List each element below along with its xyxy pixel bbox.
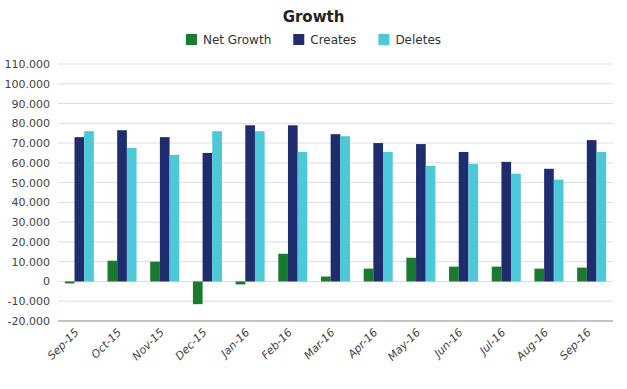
x-tick-label: Nov-15	[130, 326, 167, 363]
bar	[449, 267, 459, 282]
bar	[193, 281, 203, 304]
bar	[492, 267, 502, 282]
bar	[406, 258, 416, 282]
x-tick-label: Sep-15	[45, 326, 82, 363]
chart-container: Growth -20.000 -10.000 0 10.000 20.000 30.000 4…	[0, 0, 627, 389]
bar	[511, 174, 521, 282]
bars	[65, 125, 606, 304]
x-tick-label: Mar-16	[301, 326, 337, 362]
bar	[596, 152, 606, 281]
bar-series	[75, 125, 597, 281]
x-tick-label: Oct-15	[89, 326, 124, 361]
bar	[364, 269, 374, 282]
y-tick-label: 80.000	[12, 117, 51, 130]
bar	[577, 268, 587, 282]
bar	[554, 180, 564, 282]
bar	[426, 166, 436, 282]
chart-title: Growth	[283, 8, 345, 26]
bar	[127, 148, 137, 281]
y-tick-label: 60.000	[12, 157, 51, 170]
legend-label: Creates	[310, 33, 356, 47]
x-tick-label: Aug-16	[513, 326, 551, 364]
bar	[245, 125, 255, 281]
y-tick-label: -20.000	[8, 315, 50, 328]
bar	[170, 155, 180, 282]
bar	[212, 131, 222, 281]
bar	[587, 140, 597, 281]
y-tick-label: 10.000	[12, 256, 51, 269]
bar	[416, 144, 426, 281]
chart-svg: Growth -20.000 -10.000 0 10.000 20.000 30.000 4…	[0, 0, 627, 389]
y-tick-label: 90.000	[12, 98, 51, 111]
y-tick-label: 40.000	[12, 196, 51, 209]
bar	[331, 134, 341, 281]
bar	[321, 277, 331, 282]
bar	[160, 137, 170, 281]
grid-line	[58, 321, 613, 322]
bar	[288, 125, 298, 281]
y-tick-label: 50.000	[12, 177, 51, 190]
bar	[150, 262, 160, 282]
legend-item: Net Growth	[186, 33, 271, 47]
x-axis-line	[58, 321, 613, 322]
x-axis: Sep-15Oct-15Nov-15Dec-15Jan-16Feb-16Mar-…	[45, 326, 594, 364]
grid-line	[58, 123, 613, 124]
bar	[84, 131, 94, 281]
bar	[298, 152, 308, 281]
grid-line	[58, 301, 613, 302]
y-axis: -20.000 -10.000 0 10.000 20.000 30.000 40.000 5…	[5, 58, 614, 328]
bar	[459, 152, 469, 281]
legend: Net Growth Creates Deletes	[186, 33, 441, 47]
bar	[255, 131, 265, 281]
x-tick-label: Feb-16	[259, 326, 295, 362]
legend-swatch	[293, 34, 304, 45]
bar-series	[84, 131, 606, 281]
bar	[501, 162, 511, 282]
legend-swatch	[186, 34, 197, 45]
x-tick-label: Jul-16	[476, 326, 509, 359]
y-tick-label: 70.000	[12, 137, 51, 150]
bar	[373, 143, 383, 281]
bar	[108, 261, 118, 282]
legend-label: Net Growth	[203, 33, 271, 47]
x-tick-label: May-16	[385, 326, 423, 364]
bar	[534, 269, 544, 282]
y-tick-label: 20.000	[12, 236, 51, 249]
x-tick-label: Jun-16	[430, 326, 465, 361]
bar	[468, 164, 478, 282]
y-tick-label: 110.000	[5, 58, 51, 71]
legend-label: Deletes	[395, 33, 441, 47]
bar	[236, 281, 246, 284]
x-tick-label: Sep-16	[557, 326, 594, 363]
y-tick-label: 100.000	[5, 78, 51, 91]
legend-item: Deletes	[378, 33, 441, 47]
x-tick-label: Dec-15	[173, 326, 210, 363]
bar	[544, 169, 554, 282]
bar	[117, 130, 127, 281]
grid-line	[58, 64, 613, 65]
grid-line	[58, 83, 613, 84]
y-tick-label: 0	[43, 275, 50, 288]
bar	[75, 137, 85, 281]
x-tick-label: Apr-16	[345, 326, 381, 362]
x-tick-label: Jan-16	[217, 326, 252, 361]
bar	[203, 153, 213, 282]
grid-line	[58, 103, 613, 104]
bar	[340, 136, 350, 281]
bar	[278, 254, 288, 282]
legend-swatch	[378, 34, 389, 45]
y-tick-label: 30.000	[12, 216, 51, 229]
legend-item: Creates	[293, 33, 356, 47]
page: {"chart_data": {"type": "bar", "title": …	[0, 0, 627, 389]
y-tick-label: -10.000	[8, 295, 50, 308]
bar	[65, 281, 75, 283]
bar	[383, 152, 393, 281]
